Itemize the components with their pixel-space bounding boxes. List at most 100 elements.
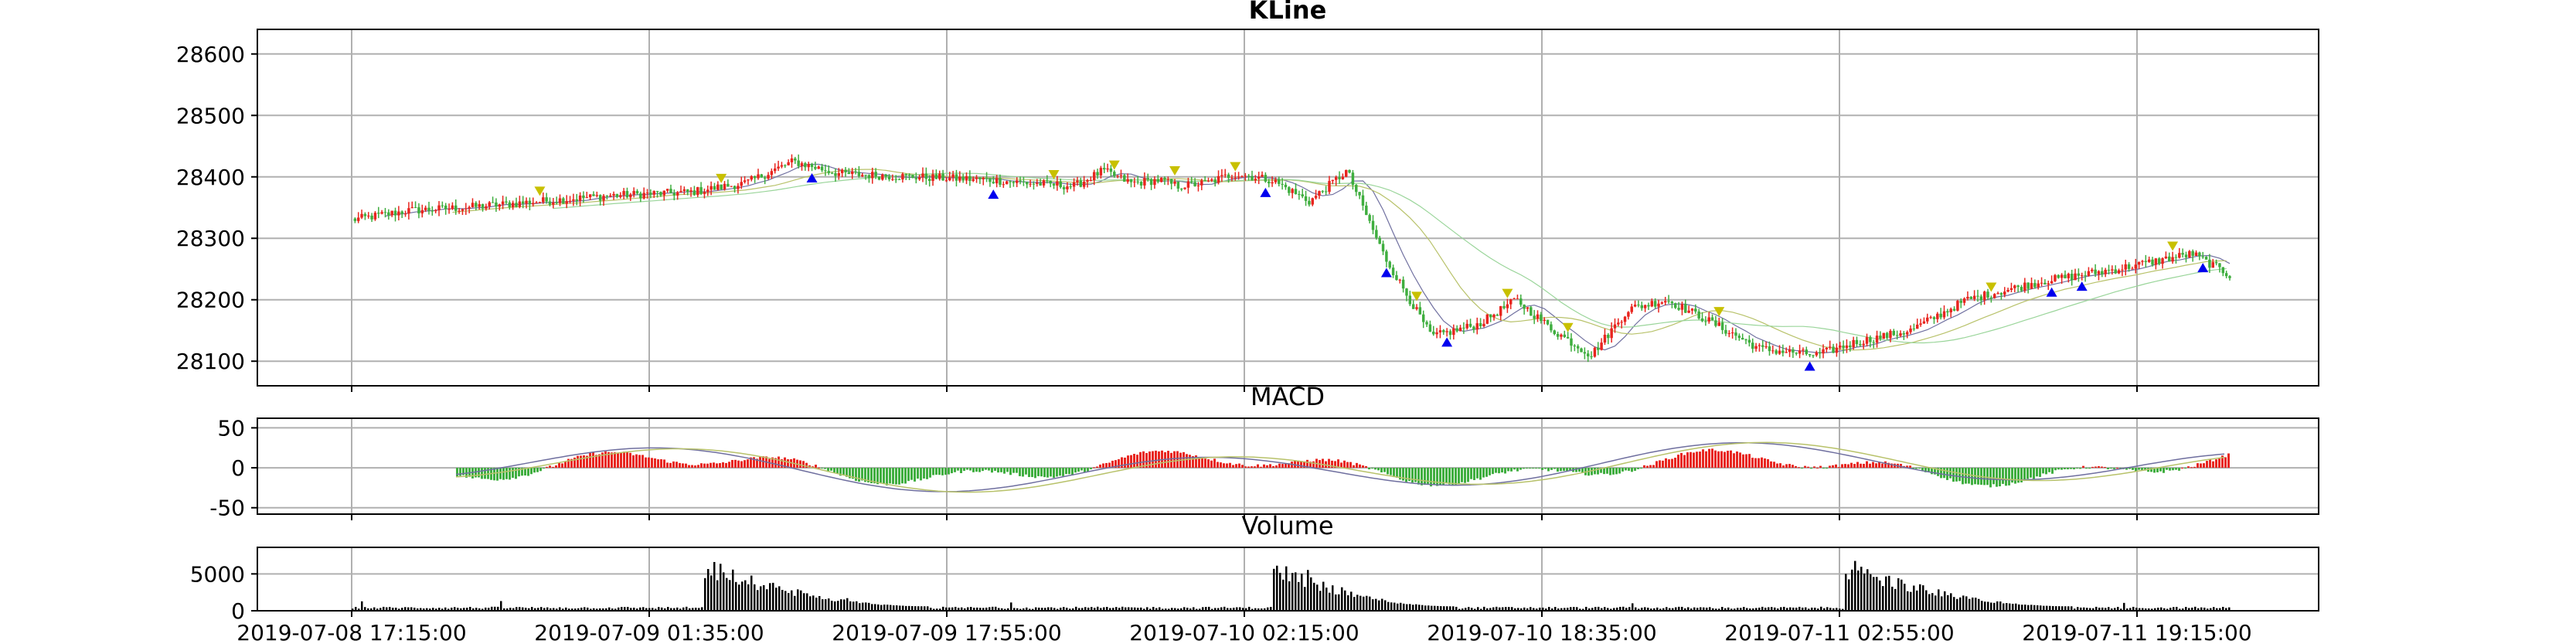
- macd-bar: [1819, 465, 1822, 469]
- macd-bar: [1235, 464, 1237, 469]
- macd-bar: [1408, 468, 1411, 482]
- volume-bar: [2083, 607, 2085, 611]
- candle-body: [874, 172, 877, 177]
- macd-bar: [1625, 468, 1627, 471]
- macd-bar: [836, 468, 839, 474]
- sell-marker: [1411, 291, 1423, 302]
- volume-bar: [661, 607, 663, 611]
- candle-body: [1046, 180, 1049, 182]
- volume-bar: [1341, 587, 1343, 611]
- volume-bar: [1897, 578, 1900, 611]
- candle-body: [1818, 352, 1822, 354]
- candle-body: [639, 193, 642, 199]
- candle-body: [2121, 269, 2124, 271]
- candle-body: [632, 191, 635, 195]
- volume-bar: [958, 608, 960, 611]
- volume-bar: [2197, 608, 2200, 611]
- candle-body: [659, 192, 662, 196]
- volume-bar: [1656, 607, 1659, 611]
- macd-bar: [852, 468, 854, 479]
- volume-bar: [1112, 608, 1114, 611]
- candle-body: [2184, 254, 2188, 257]
- volume-bar: [1081, 608, 1084, 611]
- macd-bar: [1566, 468, 1568, 472]
- volume-bar: [1907, 591, 1909, 611]
- volume-bar: [1999, 601, 2002, 611]
- volume-bar: [627, 607, 629, 611]
- candle-body: [1630, 306, 1633, 312]
- macd-bar: [1130, 455, 1132, 469]
- volume-bar: [2179, 608, 2181, 611]
- volume-bar: [1984, 601, 1986, 611]
- macd-bar: [991, 468, 993, 473]
- macd-bar: [691, 465, 693, 469]
- volume-bar: [1554, 607, 1557, 611]
- candle-body: [955, 174, 958, 181]
- volume-bar: [992, 606, 994, 611]
- volume-bar: [1496, 606, 1498, 611]
- macd-bar: [1306, 459, 1308, 469]
- volume-bar: [1307, 570, 1309, 611]
- macd-bar: [629, 452, 631, 469]
- macd-bar: [982, 468, 984, 472]
- volume-bar: [531, 607, 533, 611]
- macd-bar: [1442, 468, 1445, 486]
- candle-body: [2178, 253, 2181, 258]
- macd-bar: [2054, 468, 2057, 471]
- candle-body: [1086, 180, 1089, 182]
- volume-bar: [1644, 607, 1646, 611]
- macd-bar: [1114, 460, 1117, 469]
- candle-body: [1647, 305, 1650, 307]
- volume-bar: [1233, 608, 1235, 611]
- candle-body: [1922, 321, 1926, 324]
- macd-bar: [923, 468, 925, 479]
- macd-bar: [1139, 451, 1142, 469]
- candle-body: [1825, 347, 1829, 349]
- volume-bar: [1891, 586, 1894, 611]
- volume-bar: [540, 607, 543, 611]
- candle-body: [921, 173, 924, 178]
- candle-body: [1401, 279, 1405, 289]
- macd-bar: [669, 462, 672, 469]
- volume-bar: [948, 607, 951, 611]
- candle-body: [642, 193, 645, 199]
- volume-bar: [1471, 608, 1473, 611]
- volume-bar: [905, 605, 907, 611]
- volume-bar: [1109, 608, 1111, 611]
- macd-bar: [1387, 468, 1389, 475]
- sell-marker: [1048, 170, 1060, 180]
- volume-bar: [1802, 607, 1804, 611]
- macd-bar: [2101, 466, 2103, 469]
- macd-bar: [607, 451, 610, 469]
- macd-bar: [1850, 462, 1853, 469]
- volume-bar: [1808, 608, 1810, 611]
- macd-bar: [2169, 468, 2171, 471]
- kline-ytick-label-0: 28100: [176, 349, 245, 374]
- macd-bar: [1754, 458, 1757, 469]
- volume-bar: [2114, 608, 2116, 611]
- volume-bar: [1381, 598, 1383, 611]
- volume-bar: [1125, 607, 1127, 611]
- candle-body: [1338, 177, 1341, 179]
- candle-body: [1039, 182, 1042, 186]
- candle-body: [787, 162, 790, 165]
- volume-bar: [1919, 584, 1921, 611]
- candle-body: [1244, 175, 1247, 177]
- macd-bar: [1121, 457, 1123, 469]
- volume-bar: [1947, 595, 1949, 611]
- macd-bar: [1192, 455, 1194, 469]
- macd-bar: [1016, 468, 1018, 473]
- candle-body: [578, 195, 582, 201]
- macd-bar: [1742, 454, 1744, 469]
- macd-bar: [1609, 468, 1611, 475]
- macd-bar: [1068, 468, 1070, 475]
- candle-body: [464, 208, 468, 210]
- volume-bar: [1573, 607, 1575, 611]
- volume-bar: [840, 599, 842, 611]
- macd-bar: [1297, 460, 1299, 469]
- volume-bar: [1489, 608, 1492, 611]
- candle-body: [1472, 326, 1475, 330]
- volume-bar: [1483, 606, 1485, 611]
- macd-bar: [1390, 468, 1392, 475]
- volume-bar: [1601, 608, 1603, 611]
